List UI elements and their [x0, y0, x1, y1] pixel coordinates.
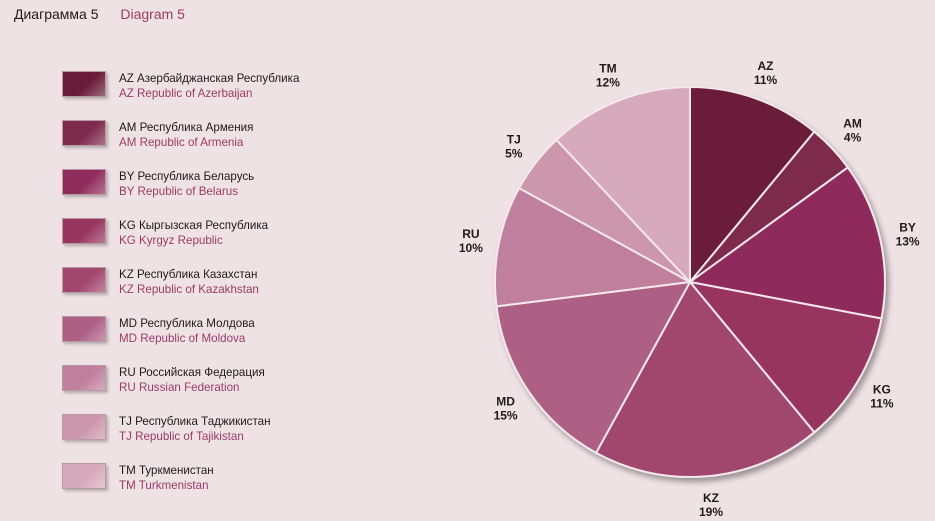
slice-value-md: 15% [494, 408, 518, 422]
legend-item-az: AZ Азербайджанская Республика AZ Republic… [62, 66, 402, 115]
slice-label-az: AZ [758, 59, 774, 73]
legend-item-kg: KG Кыргызская Республика KG Kyrgyz Republ… [62, 213, 402, 262]
legend-swatch-md [62, 316, 106, 342]
legend-item-kz: KZ Республика Казахстан KZ Republic of Ka… [62, 262, 402, 311]
slice-value-kz: 19% [699, 505, 723, 519]
legend-label-ru: AM Республика Армения [119, 121, 254, 134]
slice-label-kg: KG [873, 383, 891, 397]
pie-slice-md [495, 280, 692, 455]
slice-label-ru: RU [462, 227, 479, 241]
legend-item-tm: TM Туркменистан TM Turkmenistan [62, 458, 402, 507]
legend-label-en: RU Russian Federation [119, 381, 240, 394]
pie-slice-az [689, 85, 816, 285]
legend-label-ru: BY Республика Беларусь [119, 170, 255, 183]
legend-label-ru: RU Российская Федерация [119, 366, 265, 379]
legend-swatch-az [62, 71, 106, 97]
slice-label-tm: TM [599, 62, 616, 76]
slice-label-am: AM [843, 116, 862, 130]
legend-swatch-tj [62, 414, 106, 440]
legend-label-en: TM Turkmenistan [119, 479, 209, 492]
diagram-title-ru: Диаграмма 5 [14, 6, 99, 22]
slice-value-tj: 5% [505, 146, 523, 160]
slice-label-by: BY [899, 220, 916, 234]
legend-swatch-ru [62, 365, 106, 391]
slice-value-az: 11% [754, 73, 778, 87]
pie-slice-ru [493, 186, 694, 308]
legend-label-en: BY Republic of Belarus [119, 185, 239, 198]
legend: AZ Азербайджанская Республика AZ Republic… [62, 66, 402, 507]
pie-slice-kz [594, 280, 816, 479]
legend-label-ru: KZ Республика Казахстан [119, 268, 258, 281]
legend-item-md: MD Республика Молдова MD Republic of Mold… [62, 311, 402, 360]
legend-label-en: MD Republic of Moldova [119, 332, 246, 345]
slice-value-kg: 11% [870, 397, 894, 411]
legend-swatch-am [62, 120, 106, 146]
diagram-title-en: Diagram 5 [120, 6, 185, 22]
legend-label-ru: TJ Республика Таджикистан [119, 415, 271, 428]
slice-value-am: 4% [844, 130, 862, 144]
pie-slice-tm [555, 85, 691, 285]
legend-item-tj: TJ Республика Таджикистан TJ Republic of … [62, 409, 402, 458]
pie-slice-kg [687, 280, 883, 434]
pie-slice-by [687, 166, 886, 320]
slice-label-kz: KZ [703, 491, 719, 505]
legend-label-ru: AZ Азербайджанская Республика [119, 72, 300, 85]
legend-label-en: AM Republic of Armenia [119, 136, 244, 149]
legend-label-en: KG Kyrgyz Republic [119, 234, 223, 247]
slice-value-by: 13% [896, 234, 920, 248]
legend-swatch-kg [62, 218, 106, 244]
slice-label-tj: TJ [507, 132, 521, 146]
legend-swatch-tm [62, 463, 106, 489]
legend-item-ru: RU Российская Федерация RU Russian Federa… [62, 360, 402, 409]
slice-label-md: MD [496, 394, 515, 408]
legend-swatch-by [62, 169, 106, 195]
legend-label-ru: KG Кыргызская Республика [119, 219, 269, 232]
legend-item-am: AM Республика Армения AM Republic of Arme… [62, 115, 402, 164]
legend-label-en: AZ Republic of Azerbaijan [119, 87, 253, 100]
slice-value-tm: 12% [596, 76, 620, 90]
legend-item-by: BY Республика Беларусь BY Republic of Bel… [62, 164, 402, 213]
pie-chart: AZ11%AM4%BY13%KG11%KZ19%MD15%RU10%TJ5%TM… [459, 59, 920, 519]
legend-label-ru: MD Республика Молдова [119, 317, 255, 330]
legend-label-ru: TM Туркменистан [119, 464, 214, 477]
slice-value-ru: 10% [459, 241, 483, 255]
diagram-header: Диаграмма 5 Diagram 5 [14, 6, 185, 22]
legend-label-en: KZ Republic of Kazakhstan [119, 283, 259, 296]
legend-swatch-kz [62, 267, 106, 293]
legend-label-en: TJ Republic of Tajikistan [119, 430, 244, 443]
